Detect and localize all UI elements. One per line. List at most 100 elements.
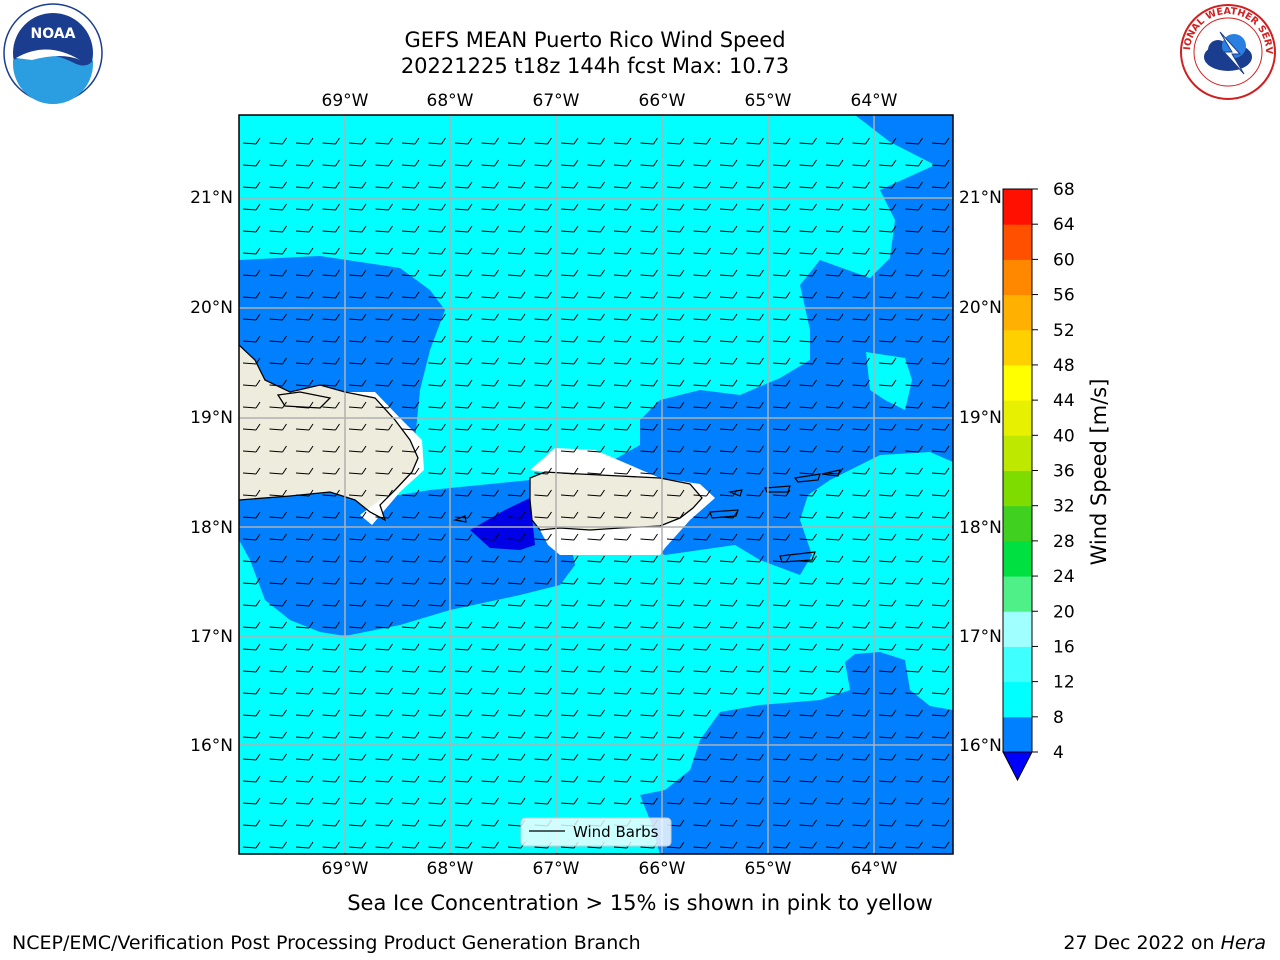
wind-barb [746, 247, 764, 255]
wind-barb [587, 335, 605, 343]
wind-barb [534, 511, 552, 519]
wind-barb [560, 401, 579, 409]
wind-barb [375, 335, 393, 343]
wind-barb [799, 181, 817, 189]
wind-barb [693, 423, 711, 431]
wind-barb [454, 577, 473, 585]
wind-barb [560, 753, 579, 761]
wind-barb [375, 203, 393, 211]
wind-barb [348, 159, 367, 167]
wind-barb [852, 621, 870, 629]
hispaniola-coastline [239, 344, 419, 522]
wind-barb [799, 379, 817, 387]
wind-barb [640, 203, 658, 211]
wind-barb [825, 555, 844, 563]
wind-barb [428, 467, 446, 475]
wind-barb [613, 489, 632, 497]
wind-barb [772, 819, 791, 827]
tortuga-coastline [276, 391, 332, 409]
wind-barb [905, 709, 923, 717]
wind-barb [348, 753, 367, 761]
wind-barb [454, 423, 473, 431]
wind-barb [825, 247, 844, 255]
wind-barb [613, 577, 632, 585]
wind-barb [799, 819, 817, 827]
wind-barb [481, 599, 499, 607]
wind-barb [322, 841, 340, 849]
wind-barb [587, 357, 605, 365]
wind-barb [401, 159, 420, 167]
wind-barb [507, 489, 526, 497]
wind-barb [269, 731, 287, 739]
wind-barb [852, 665, 870, 673]
wind-barb [242, 357, 261, 365]
wind-barb [428, 533, 446, 541]
wind-barb [640, 159, 658, 167]
wind-barb [322, 313, 340, 321]
wind-barb [375, 643, 393, 651]
wind-barb [242, 621, 261, 629]
wind-barb [905, 841, 923, 849]
wind-barb [666, 423, 685, 431]
wind-barb [295, 511, 314, 519]
wind-barb [772, 621, 791, 629]
wind-barb [905, 291, 923, 299]
wind-barb [931, 665, 950, 673]
wind-barb [507, 599, 526, 607]
wind-barb [931, 731, 950, 739]
wind-barb [613, 401, 632, 409]
wind-barb [746, 269, 764, 277]
colorbar-tick-label: 16 [1053, 637, 1075, 657]
wind-barb [746, 577, 764, 585]
wind-barb [852, 401, 870, 409]
lon-label-top: 65°W [745, 91, 792, 111]
wind-barb [295, 225, 314, 233]
wind-barb [401, 819, 420, 827]
wind-barb [666, 247, 685, 255]
wind-barb [587, 555, 605, 563]
wind-barb [454, 445, 473, 453]
wind-barb [613, 643, 632, 651]
wind-barb [905, 511, 923, 519]
wind-barb [666, 643, 685, 651]
wind-barb [534, 225, 552, 233]
wind-barb [269, 753, 287, 761]
wind-barb [746, 533, 764, 541]
wind-barb [878, 555, 897, 563]
puerto-rico-white-margin [530, 448, 715, 555]
wind-barb [878, 841, 897, 849]
wind-barb [401, 555, 420, 563]
wind-barb [799, 445, 817, 453]
wind-barb [640, 137, 658, 145]
wind-barb [613, 797, 632, 805]
wind-barb [375, 731, 393, 739]
wind-barb [454, 511, 473, 519]
wind-barb [719, 753, 738, 761]
wind-barb [640, 753, 658, 761]
wind-barb [269, 643, 287, 651]
wind-barb [878, 709, 897, 717]
wind-barb [401, 181, 420, 189]
lat-label-left: 21°N [190, 188, 233, 208]
wind-barb [878, 621, 897, 629]
wind-barb [825, 137, 844, 145]
wind-barb [242, 247, 261, 255]
wind-barb [640, 775, 658, 783]
wind-barb [428, 797, 446, 805]
wind-barb [905, 731, 923, 739]
wind-barb [481, 401, 499, 409]
lat-labels-right: 21°N 20°N 19°N 18°N 17°N 16°N [959, 188, 1002, 756]
colorbar-swatch [1003, 505, 1032, 542]
wind-barb [295, 555, 314, 563]
wind-barb [242, 269, 261, 277]
colorbar-swatch [1003, 435, 1032, 471]
wind-barb [666, 599, 685, 607]
wind-barb [534, 291, 552, 299]
host-text: Hera [1220, 932, 1266, 954]
wind-barb [666, 467, 685, 475]
wind-barb [666, 797, 685, 805]
wind-barb [931, 797, 950, 805]
wind-barb [825, 709, 844, 717]
wind-barb [507, 753, 526, 761]
wind-barbs [242, 137, 950, 849]
